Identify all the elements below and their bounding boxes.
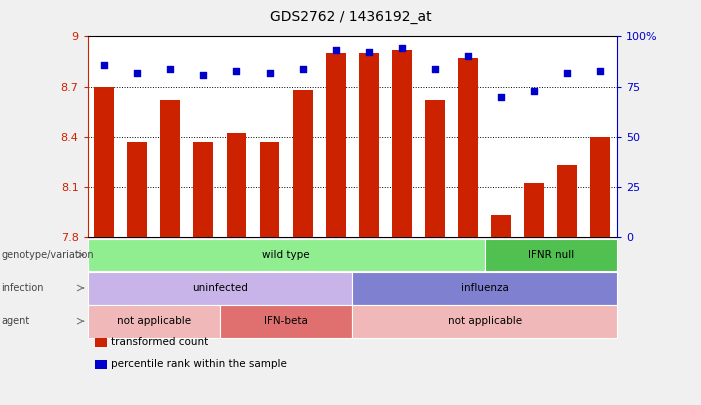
Point xyxy=(198,71,209,78)
Bar xyxy=(590,136,611,237)
Bar xyxy=(161,100,180,237)
Text: genotype/variation: genotype/variation xyxy=(1,250,94,260)
Point xyxy=(330,47,341,54)
Text: IFN-beta: IFN-beta xyxy=(264,316,308,326)
Text: wild type: wild type xyxy=(262,250,310,260)
Point xyxy=(264,69,275,76)
Text: percentile rank within the sample: percentile rank within the sample xyxy=(111,359,287,369)
Bar xyxy=(458,58,478,237)
Bar xyxy=(359,53,379,237)
Text: not applicable: not applicable xyxy=(117,316,191,326)
Bar xyxy=(425,100,445,237)
Point xyxy=(429,65,440,72)
Bar xyxy=(94,87,114,237)
Point xyxy=(99,61,110,68)
Bar xyxy=(326,53,346,237)
Bar xyxy=(392,50,411,237)
Point xyxy=(396,45,407,52)
Bar xyxy=(491,215,511,237)
Text: agent: agent xyxy=(1,316,29,326)
Bar xyxy=(193,142,213,237)
Text: uninfected: uninfected xyxy=(192,283,248,293)
Point xyxy=(231,67,242,74)
Bar xyxy=(524,183,544,237)
Point xyxy=(594,67,606,74)
Bar xyxy=(226,133,247,237)
Point xyxy=(363,49,374,56)
Bar xyxy=(557,165,577,237)
Point xyxy=(165,65,176,72)
Text: transformed count: transformed count xyxy=(111,337,209,347)
Bar xyxy=(293,90,313,237)
Bar xyxy=(128,142,147,237)
Point xyxy=(562,69,573,76)
Text: not applicable: not applicable xyxy=(447,316,522,326)
Point xyxy=(132,69,143,76)
Text: GDS2762 / 1436192_at: GDS2762 / 1436192_at xyxy=(270,10,431,24)
Text: influenza: influenza xyxy=(461,283,508,293)
Text: infection: infection xyxy=(1,283,44,293)
Point xyxy=(297,65,308,72)
Point xyxy=(496,94,507,100)
Text: IFNR null: IFNR null xyxy=(528,250,574,260)
Point xyxy=(463,53,474,60)
Point xyxy=(529,87,540,94)
Bar xyxy=(259,142,280,237)
